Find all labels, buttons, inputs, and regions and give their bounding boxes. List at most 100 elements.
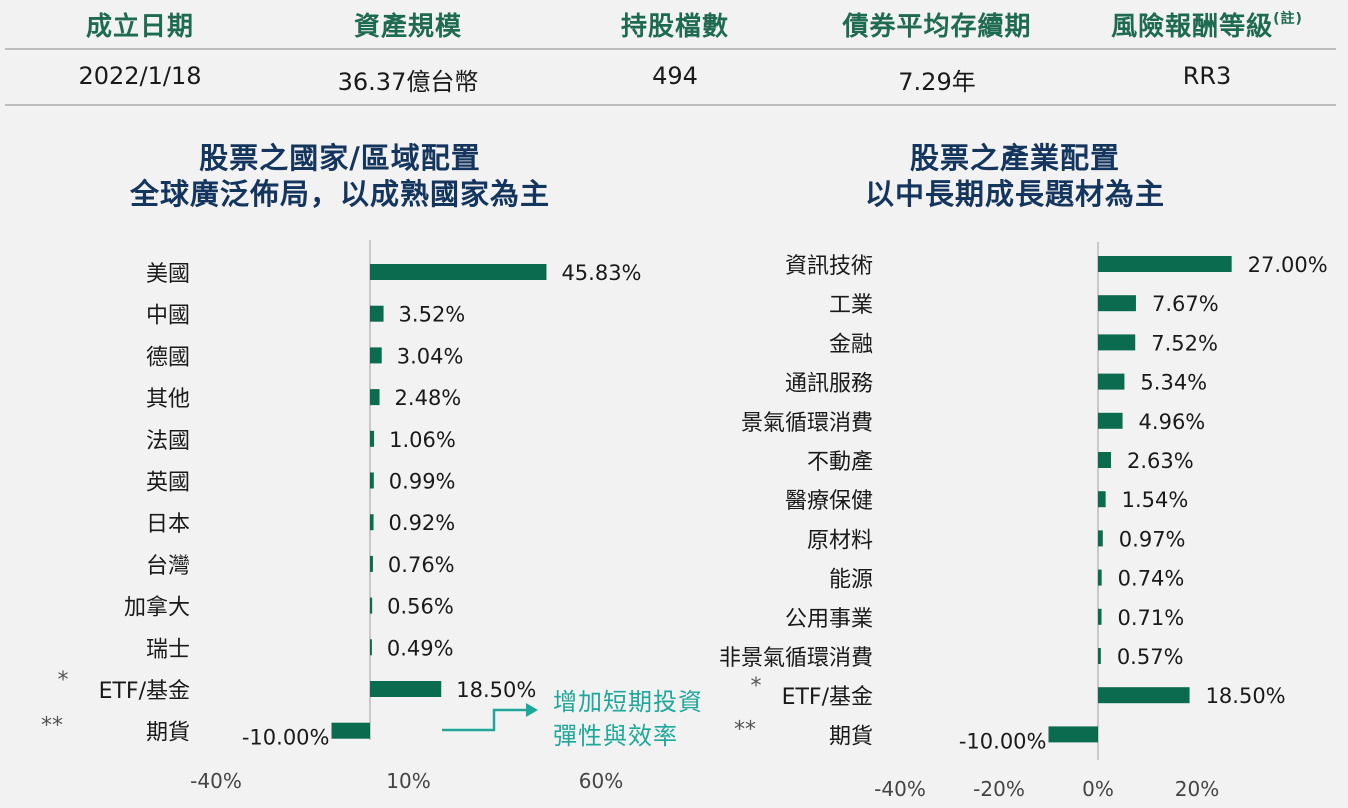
annotation-line1: 增加短期投資 bbox=[553, 688, 703, 716]
value-label-10: 18.50% bbox=[456, 678, 536, 702]
category-label-11: ETF/基金 bbox=[782, 685, 873, 710]
value-fund-size: 36.37億台幣 bbox=[337, 68, 479, 96]
category-prefix-11: * bbox=[751, 674, 762, 699]
bar-11 bbox=[1098, 687, 1190, 704]
category-label-7: 台灣 bbox=[146, 554, 190, 579]
value-label-5: 2.63% bbox=[1127, 449, 1194, 473]
value-label-3: 2.48% bbox=[395, 386, 462, 410]
category-label-6: 日本 bbox=[146, 512, 190, 537]
value-risk-level: RR3 bbox=[1182, 62, 1232, 90]
category-label-3: 其他 bbox=[146, 387, 190, 412]
category-label-10: 非景氣循環消費 bbox=[719, 646, 873, 671]
country-allocation-chart: 美國 45.83% 中國 3.52% 德國 3.04% 其他 2.48% 法國 1.06% 英國 0.… bbox=[41, 240, 642, 793]
category-prefix-12: ** bbox=[734, 717, 756, 742]
category-label-2: 德國 bbox=[146, 345, 190, 370]
bar-5 bbox=[370, 472, 374, 489]
category-prefix-11: ** bbox=[41, 714, 63, 739]
value-label-8: 0.74% bbox=[1118, 567, 1185, 591]
sector-chart-title: 股票之產業配置 bbox=[909, 141, 1120, 175]
bar-2 bbox=[370, 347, 382, 364]
value-launch-date: 2022/1/18 bbox=[78, 62, 202, 90]
bar-10 bbox=[370, 681, 442, 697]
x-tick-label-2: 0% bbox=[1082, 777, 1114, 801]
bar-2 bbox=[1098, 334, 1136, 351]
bar-8 bbox=[370, 597, 373, 614]
value-label-12: -10.00% bbox=[959, 729, 1047, 753]
header-divider bbox=[5, 48, 1336, 50]
x-tick-label-1: -20% bbox=[973, 777, 1025, 801]
sector-chart-title-block: 股票之產業配置 以中長期成長題材為主 bbox=[700, 140, 1330, 212]
category-label-12: 期貨 bbox=[829, 724, 873, 749]
bar-3 bbox=[370, 389, 380, 406]
value-label-4: 1.06% bbox=[389, 428, 456, 452]
bar-12 bbox=[1048, 726, 1098, 743]
country-chart-title: 股票之國家/區域配置 bbox=[199, 141, 481, 175]
value-label-1: 7.67% bbox=[1152, 292, 1219, 316]
annotation-arrow-icon bbox=[442, 703, 538, 732]
x-tick-label-2: 60% bbox=[579, 769, 623, 793]
header-bond-duration: 債券平均存續期 bbox=[842, 12, 1032, 42]
value-holdings-count: 494 bbox=[652, 62, 698, 90]
bar-9 bbox=[1098, 608, 1102, 625]
category-label-5: 英國 bbox=[146, 471, 190, 496]
category-label-9: 公用事業 bbox=[785, 607, 873, 632]
category-label-2: 金融 bbox=[829, 332, 873, 357]
value-label-5: 0.99% bbox=[389, 470, 456, 494]
value-bond-duration: 7.29年 bbox=[898, 68, 976, 96]
value-label-2: 3.04% bbox=[397, 344, 464, 368]
bar-3 bbox=[1098, 373, 1125, 390]
value-label-0: 45.83% bbox=[561, 261, 641, 285]
category-label-5: 不動產 bbox=[807, 450, 873, 475]
bar-1 bbox=[370, 305, 384, 322]
bar-0 bbox=[1098, 256, 1232, 272]
value-label-6: 0.92% bbox=[389, 511, 456, 535]
x-tick-label-0: -40% bbox=[874, 777, 926, 801]
bar-5 bbox=[1098, 452, 1112, 468]
header-risk-level-text: 風險報酬等級 bbox=[1111, 12, 1274, 42]
table-bottom-divider bbox=[5, 104, 1336, 106]
value-label-7: 0.97% bbox=[1119, 527, 1186, 551]
category-label-6: 醫療保健 bbox=[785, 489, 873, 514]
category-label-11: 期貨 bbox=[146, 721, 190, 746]
value-label-7: 0.76% bbox=[388, 553, 455, 577]
bar-1 bbox=[1098, 295, 1136, 312]
bar-6 bbox=[1098, 491, 1106, 508]
sector-chart-subtitle: 以中長期成長題材為主 bbox=[864, 177, 1165, 211]
value-label-8: 0.56% bbox=[387, 595, 454, 619]
bar-8 bbox=[1098, 569, 1102, 586]
value-label-11: -10.00% bbox=[242, 726, 330, 750]
country-chart-title-block: 股票之國家/區域配置 全球廣泛佈局，以成熟國家為主 bbox=[30, 140, 650, 212]
bar-10 bbox=[1098, 648, 1101, 664]
category-label-8: 加拿大 bbox=[124, 595, 190, 621]
category-label-0: 美國 bbox=[146, 262, 190, 287]
sector-allocation-chart: 資訊技術 27.00% 工業 7.67% 金融 7.52% 通訊服務 5.34% 景氣循環消費 4… bbox=[719, 242, 1328, 801]
bar-4 bbox=[370, 430, 375, 447]
bar-11 bbox=[331, 722, 370, 739]
value-label-3: 5.34% bbox=[1140, 371, 1207, 395]
header-risk-note: (註) bbox=[1273, 11, 1303, 27]
header-holdings-count: 持股檔數 bbox=[620, 12, 729, 42]
category-label-8: 能源 bbox=[829, 568, 873, 593]
value-label-4: 4.96% bbox=[1139, 410, 1206, 434]
value-label-2: 7.52% bbox=[1151, 331, 1218, 355]
header-risk-level: 風險報酬等級(註) bbox=[1092, 6, 1322, 43]
value-label-6: 1.54% bbox=[1122, 488, 1189, 512]
category-label-3: 通訊服務 bbox=[785, 372, 873, 397]
x-tick-label-1: 10% bbox=[386, 769, 430, 793]
header-launch-date: 成立日期 bbox=[85, 12, 194, 42]
bar-0 bbox=[370, 264, 547, 280]
x-tick-label-0: -40% bbox=[190, 769, 242, 793]
category-label-1: 中國 bbox=[146, 304, 190, 329]
value-label-1: 3.52% bbox=[399, 303, 466, 327]
value-label-9: 0.49% bbox=[387, 636, 454, 660]
bar-6 bbox=[370, 514, 374, 531]
annotation-line2: 彈性與效率 bbox=[553, 722, 678, 750]
country-chart-subtitle: 全球廣泛佈局，以成熟國家為主 bbox=[129, 177, 550, 211]
category-label-4: 景氣循環消費 bbox=[741, 411, 873, 436]
header-fund-size: 資產規模 bbox=[353, 12, 462, 42]
category-label-0: 資訊技術 bbox=[785, 254, 873, 279]
bar-9 bbox=[370, 639, 372, 656]
value-label-10: 0.57% bbox=[1117, 645, 1184, 669]
category-prefix-10: * bbox=[58, 668, 69, 693]
category-label-9: 瑞士 bbox=[146, 637, 190, 662]
